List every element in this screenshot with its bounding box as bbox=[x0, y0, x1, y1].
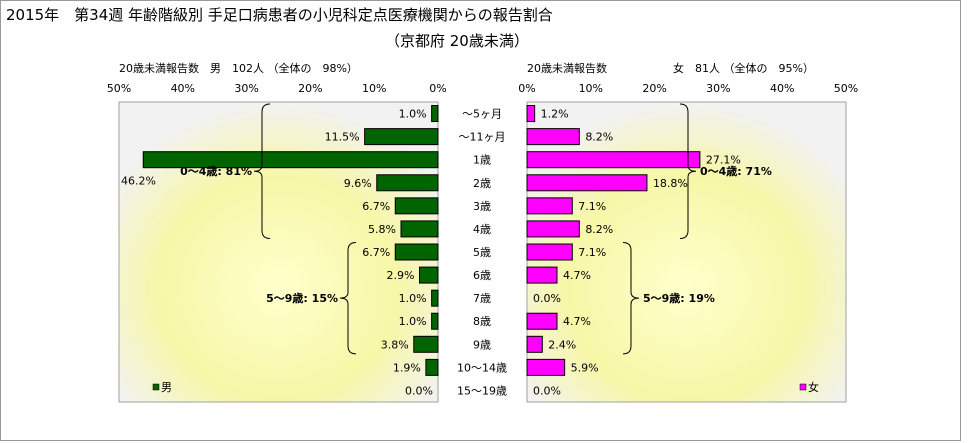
tick-label-male: 50% bbox=[107, 82, 131, 95]
data-label-female: 7.1% bbox=[578, 200, 606, 213]
bar-female bbox=[526, 266, 558, 284]
bar-male bbox=[431, 312, 439, 330]
data-label-male: 9.6% bbox=[344, 177, 372, 190]
bar-female bbox=[526, 312, 558, 330]
tick-label-male: 10% bbox=[362, 82, 386, 95]
legend-label-male: 男 bbox=[161, 381, 172, 394]
tick-label-female: 30% bbox=[706, 82, 730, 95]
plot-area-female bbox=[526, 101, 847, 403]
data-label-female: 8.2% bbox=[585, 131, 613, 144]
data-label-male: 0.0% bbox=[405, 384, 433, 397]
category-label: 7歳 bbox=[473, 292, 491, 305]
data-label-female: 18.8% bbox=[653, 177, 688, 190]
chart-subtitle: （京都府 20歳未満） bbox=[385, 32, 529, 50]
category-label: 3歳 bbox=[473, 200, 491, 213]
category-label: 6歳 bbox=[473, 269, 491, 282]
bar-female bbox=[526, 243, 573, 261]
category-label: 1歳 bbox=[473, 154, 491, 167]
data-label-male: 1.0% bbox=[399, 315, 427, 328]
data-label-male: 1.0% bbox=[399, 108, 427, 121]
category-label: ～11ヶ月 bbox=[459, 131, 506, 144]
series-header-male: 20歳未満報告数 男 102人 （全体の 98%） bbox=[119, 61, 358, 75]
bar-female bbox=[526, 220, 580, 238]
bar-male bbox=[364, 128, 439, 146]
data-label-male: 6.7% bbox=[362, 200, 390, 213]
data-label-male: 11.5% bbox=[325, 131, 360, 144]
tick-label-female: 40% bbox=[770, 82, 794, 95]
data-label-male: 5.8% bbox=[368, 223, 396, 236]
data-label-female: 0.0% bbox=[533, 384, 561, 397]
category-label: 2歳 bbox=[473, 177, 491, 190]
category-label: 15～19歳 bbox=[457, 384, 507, 397]
data-label-female: 5.9% bbox=[571, 361, 599, 374]
group-brace-male bbox=[339, 241, 357, 355]
data-label-male: 1.0% bbox=[399, 292, 427, 305]
chart-title: 2015年 第34週 年齢階級別 手足口病患者の小児科定点医療機関からの報告割合 bbox=[6, 6, 553, 24]
bar-female bbox=[526, 358, 566, 376]
tick-label-male: 40% bbox=[171, 82, 195, 95]
group-label-male: 0～4歳: 81% bbox=[180, 164, 252, 178]
data-label-male: 2.9% bbox=[387, 269, 415, 282]
bar-female bbox=[526, 197, 573, 215]
category-label: 4歳 bbox=[473, 223, 491, 236]
category-label: 8歳 bbox=[473, 315, 491, 328]
data-label-female: 4.7% bbox=[563, 269, 591, 282]
bar-male bbox=[394, 197, 439, 215]
bar-female bbox=[526, 174, 648, 192]
tick-label-male: 0% bbox=[429, 82, 446, 95]
group-brace-female bbox=[679, 103, 697, 239]
bar-female bbox=[526, 128, 580, 146]
data-label-female: 8.2% bbox=[585, 223, 613, 236]
data-label-female: 0.0% bbox=[533, 292, 561, 305]
group-brace-male bbox=[253, 103, 271, 239]
series-header-female: 20歳未満報告数 女 81人 （全体の 95%） bbox=[527, 61, 814, 75]
bar-male bbox=[418, 266, 439, 284]
bar-male bbox=[413, 335, 439, 353]
legend-swatch-male bbox=[152, 383, 160, 391]
category-label: ～5ヶ月 bbox=[462, 108, 502, 121]
bar-male bbox=[142, 151, 439, 169]
data-label-female: 1.2% bbox=[541, 108, 569, 121]
data-label-male: 3.8% bbox=[381, 338, 409, 351]
data-label-male: 6.7% bbox=[362, 246, 390, 259]
bar-male bbox=[425, 358, 439, 376]
data-label-male: 1.9% bbox=[393, 361, 421, 374]
bar-male bbox=[394, 243, 439, 261]
category-label: 10～14歳 bbox=[457, 361, 507, 374]
tick-label-female: 10% bbox=[579, 82, 603, 95]
bar-male bbox=[400, 220, 439, 238]
legend-swatch-female bbox=[799, 383, 807, 391]
category-label: 5歳 bbox=[473, 246, 491, 259]
category-label: 9歳 bbox=[473, 338, 491, 351]
group-brace-female bbox=[622, 241, 640, 355]
bar-male bbox=[376, 174, 439, 192]
tick-label-male: 30% bbox=[234, 82, 258, 95]
tick-label-male: 20% bbox=[298, 82, 322, 95]
bar-male bbox=[431, 289, 439, 307]
bar-female bbox=[526, 335, 543, 353]
group-label-female: 0～4歳: 71% bbox=[700, 164, 772, 178]
data-label-female: 27.1% bbox=[706, 154, 741, 167]
bar-female bbox=[526, 105, 536, 123]
data-label-female: 4.7% bbox=[563, 315, 591, 328]
bar-female bbox=[526, 151, 701, 169]
data-label-male: 46.2% bbox=[121, 175, 156, 188]
data-label-female: 7.1% bbox=[578, 246, 606, 259]
tick-label-female: 0% bbox=[518, 82, 535, 95]
group-label-female: 5～9歳: 19% bbox=[643, 291, 715, 305]
tick-label-female: 50% bbox=[834, 82, 858, 95]
legend-label-female: 女 bbox=[808, 380, 819, 394]
group-label-male: 5～9歳: 15% bbox=[266, 291, 338, 305]
bar-male bbox=[431, 105, 439, 123]
tick-label-female: 20% bbox=[642, 82, 666, 95]
data-label-female: 2.4% bbox=[548, 338, 576, 351]
